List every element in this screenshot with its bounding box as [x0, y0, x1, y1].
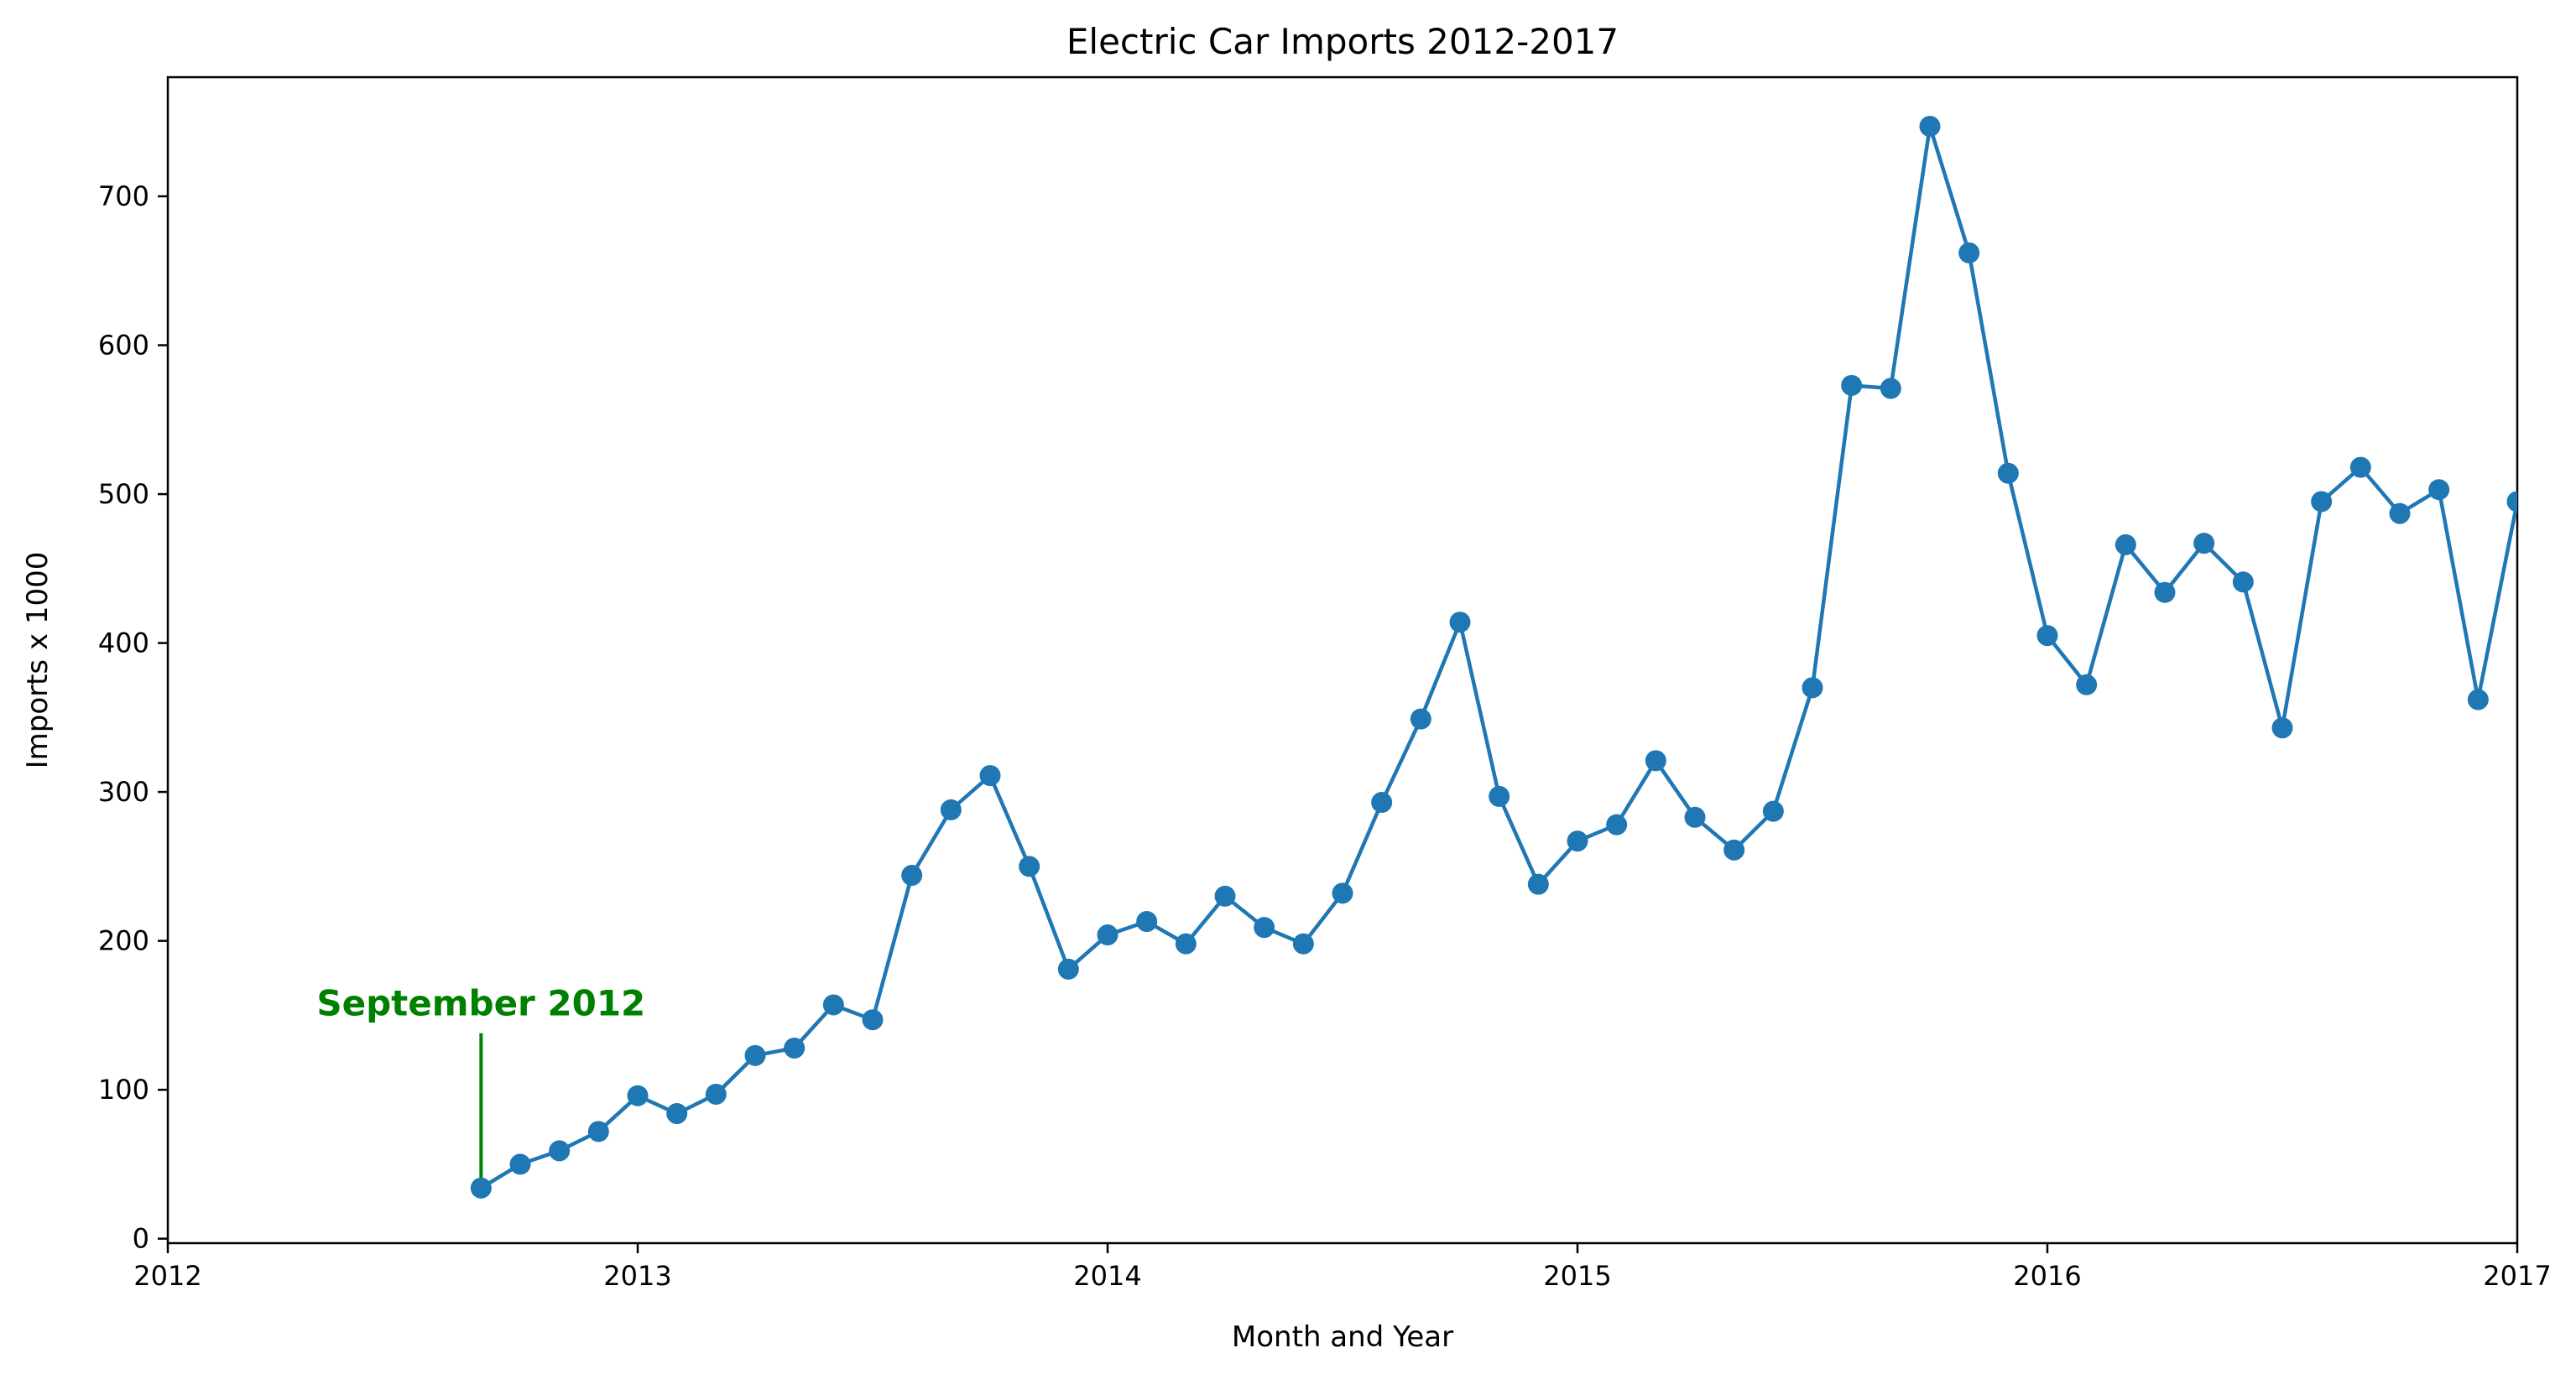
annotation-label: September 2012 [316, 982, 645, 1023]
data-point [587, 1121, 609, 1142]
y-tick-label: 700 [98, 180, 149, 212]
data-point [1723, 839, 1745, 861]
x-tick-label: 2015 [1543, 1260, 1611, 1292]
data-point [1175, 933, 1197, 955]
data-point [1958, 242, 1980, 263]
data-point [1880, 377, 1901, 399]
data-point [2428, 479, 2450, 501]
x-tick-label: 2012 [133, 1260, 201, 1292]
data-point [1527, 873, 1549, 895]
data-point [2036, 625, 2058, 647]
data-point [2467, 689, 2489, 710]
data-point [2115, 533, 2136, 555]
data-point [1019, 856, 1040, 877]
data-point [2506, 491, 2517, 513]
data-point [940, 799, 962, 820]
data-point [1684, 806, 1706, 828]
data-point [1097, 924, 1119, 946]
data-point [1997, 462, 2019, 484]
data-point [2193, 533, 2215, 554]
y-axis-ticks: 0 100 200 300 400 500 600 700 [98, 180, 168, 1255]
y-tick-label: 400 [98, 627, 149, 659]
data-point [784, 1037, 806, 1059]
data-point [2154, 581, 2176, 603]
annotation-layer: September 2012 [316, 982, 645, 1189]
x-tick-label: 2017 [2483, 1260, 2551, 1292]
x-axis-ticks: 2012 2013 2014 2015 2016 2017 [133, 1243, 2552, 1292]
data-point [1449, 612, 1471, 633]
y-tick-label: 600 [98, 330, 149, 362]
data-point [2311, 491, 2333, 513]
data-point [1606, 814, 1628, 835]
data-point [862, 1009, 884, 1031]
y-tick-label: 0 [133, 1223, 149, 1255]
chart-title: Electric Car Imports 2012-2017 [1066, 21, 1619, 62]
data-point [1841, 374, 1863, 396]
data-point [1567, 830, 1588, 852]
data-point [1645, 750, 1666, 772]
x-tick-label: 2016 [2013, 1260, 2081, 1292]
data-point [744, 1044, 766, 1066]
data-point [627, 1085, 649, 1106]
data-point [1762, 800, 1784, 822]
y-axis-label: Imports x 1000 [21, 552, 55, 769]
data-point [901, 865, 923, 887]
data-point [509, 1153, 531, 1175]
data-point [1214, 885, 1236, 907]
series-layer [470, 116, 2517, 1199]
data-point [705, 1083, 727, 1105]
data-point [2232, 571, 2254, 593]
data-point [1254, 917, 1275, 939]
data-point [1919, 116, 1941, 138]
data-point [549, 1140, 571, 1162]
data-point [2271, 717, 2293, 739]
y-tick-label: 500 [98, 478, 149, 510]
data-point [822, 994, 844, 1016]
data-point [470, 1177, 492, 1199]
data-point [1802, 677, 1823, 699]
x-tick-label: 2013 [603, 1260, 671, 1292]
data-point [1489, 785, 1510, 807]
data-point [1332, 882, 1353, 904]
x-axis-label: Month and Year [1232, 1320, 1453, 1354]
x-tick-label: 2014 [1073, 1260, 1141, 1292]
data-point [2349, 456, 2371, 478]
y-tick-label: 300 [98, 776, 149, 808]
data-point [666, 1103, 688, 1125]
plot-area [166, 75, 2519, 1245]
data-point [2076, 674, 2098, 695]
data-point [1410, 708, 1431, 730]
data-point [1136, 911, 1158, 933]
data-point [1292, 933, 1314, 955]
data-point [2389, 502, 2411, 524]
y-tick-label: 200 [98, 925, 149, 957]
y-tick-label: 100 [98, 1074, 149, 1106]
data-point [1057, 958, 1079, 980]
data-point [1371, 792, 1393, 814]
data-point [979, 765, 1001, 787]
